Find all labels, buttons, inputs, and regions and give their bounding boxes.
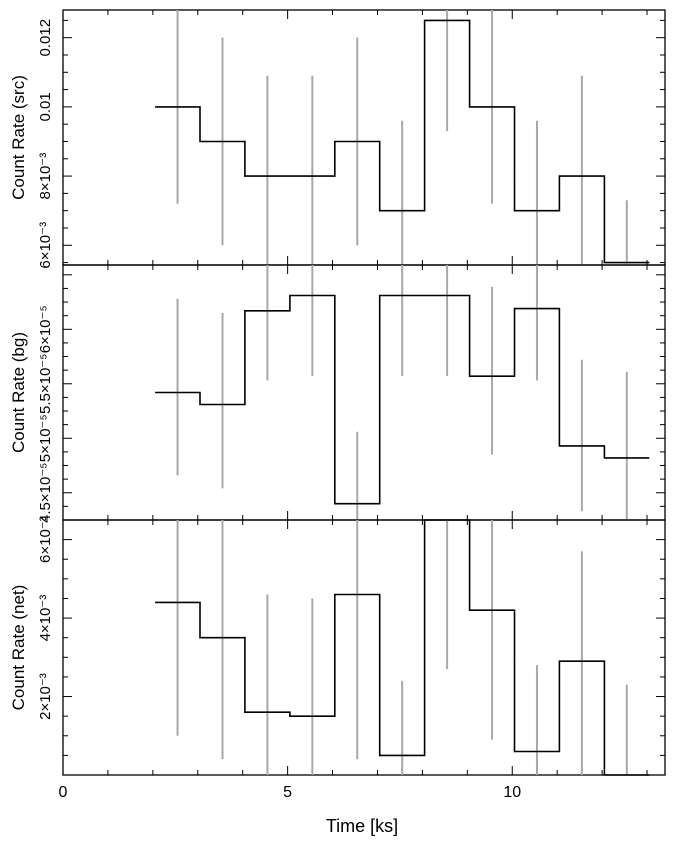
y-tick-label-bg: 4.5×10⁻⁵ bbox=[37, 463, 54, 523]
step-line-bg bbox=[155, 294, 650, 505]
y-tick-label-bg: 6×10⁻⁵ bbox=[37, 305, 54, 353]
panel-src: 6×10⁻³ 8×10⁻³ 0.01 0.012 Count Rate (src) bbox=[9, 9, 666, 269]
x-tick-label: 10 bbox=[503, 784, 521, 801]
x-axis-tick-labels: 0 5 10 bbox=[59, 784, 522, 801]
panel-net: 2×10⁻³ 4×10⁻³ 6×10⁻³ Count Rate (net) bbox=[9, 516, 666, 776]
x-tick-label: 0 bbox=[59, 784, 68, 801]
step-line-src bbox=[155, 19, 650, 264]
panel-bg: 4.5×10⁻⁵5×10⁻⁵5.5×10⁻⁵6×10⁻⁵ Count Rate (… bbox=[9, 264, 666, 523]
y-tick-label-src: 8×10⁻³ bbox=[37, 153, 54, 200]
y-tick-label-src: 0.01 bbox=[37, 92, 54, 121]
y-tick-label-bg: 5.5×10⁻⁵ bbox=[37, 354, 54, 414]
y-axis-title-bg: Count Rate (bg) bbox=[9, 332, 28, 453]
y-tick-label-bg: 5×10⁻⁵ bbox=[37, 414, 54, 462]
panel-frame-net bbox=[62, 519, 666, 776]
y-tick-label-net: 2×10⁻³ bbox=[37, 673, 54, 720]
y-tick-label-net: 4×10⁻³ bbox=[37, 595, 54, 642]
x-axis-title: Time [ks] bbox=[326, 816, 398, 836]
panel-frame-bg bbox=[62, 264, 666, 521]
y-axis-title-net: Count Rate (net) bbox=[9, 585, 28, 711]
y-axis-title-src: Count Rate (src) bbox=[9, 75, 28, 200]
panel-frame-src bbox=[62, 9, 666, 266]
step-line-net bbox=[155, 519, 650, 776]
y-tick-label-net: 6×10⁻³ bbox=[37, 516, 54, 563]
x-tick-label: 5 bbox=[283, 784, 292, 801]
y-tick-label-src: 6×10⁻³ bbox=[37, 222, 54, 269]
y-tick-label-src: 0.012 bbox=[37, 19, 54, 57]
